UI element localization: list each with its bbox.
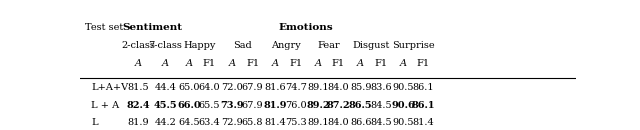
Text: 73.9: 73.9 [220,101,244,110]
Text: 84.5: 84.5 [371,101,392,110]
Text: 74.7: 74.7 [285,83,307,92]
Text: 66.0: 66.0 [177,101,201,110]
Text: 86.1: 86.1 [412,83,434,92]
Text: 65.0: 65.0 [179,83,200,92]
Text: 65.8: 65.8 [242,118,263,127]
Text: Happy: Happy [183,41,216,50]
Text: 90.5: 90.5 [392,118,413,127]
Text: A: A [186,59,193,68]
Text: 2-class: 2-class [122,41,156,50]
Text: 81.6: 81.6 [264,83,286,92]
Text: Sentiment: Sentiment [122,23,182,32]
Text: 67.9: 67.9 [242,83,264,92]
Text: L: L [92,118,98,127]
Text: Angry: Angry [271,41,300,50]
Text: F1: F1 [203,59,216,68]
Text: 67.9: 67.9 [242,101,264,110]
Text: 81.4: 81.4 [412,118,434,127]
Text: A: A [399,59,406,68]
Text: 7-class: 7-class [148,41,182,50]
Text: 81.9: 81.9 [264,101,287,110]
Text: Sad: Sad [233,41,252,50]
Text: 86.1: 86.1 [412,101,435,110]
Text: Test set: Test set [84,23,123,32]
Text: 81.5: 81.5 [128,83,149,92]
Text: 85.9: 85.9 [350,83,371,92]
Text: 83.6: 83.6 [371,83,392,92]
Text: F1: F1 [374,59,388,68]
Text: 64.0: 64.0 [198,83,220,92]
Text: F1: F1 [332,59,345,68]
Text: 63.4: 63.4 [198,118,220,127]
Text: 82.4: 82.4 [127,101,150,110]
Text: 45.5: 45.5 [154,101,177,110]
Text: 72.0: 72.0 [221,83,243,92]
Text: A: A [315,59,321,68]
Text: F1: F1 [289,59,302,68]
Text: Surprise: Surprise [392,41,435,50]
Text: 89.1: 89.1 [307,118,329,127]
Text: 64.5: 64.5 [179,118,200,127]
Text: L+A+V: L+A+V [92,83,129,92]
Text: F1: F1 [417,59,430,68]
Text: 89.1: 89.1 [307,83,329,92]
Text: A: A [162,59,169,68]
Text: 44.2: 44.2 [154,118,176,127]
Text: Emotions: Emotions [279,23,333,32]
Text: 84.0: 84.0 [328,83,349,92]
Text: 90.5: 90.5 [392,83,413,92]
Text: A: A [357,59,364,68]
Text: A: A [135,59,142,68]
Text: 86.6: 86.6 [350,118,371,127]
Text: 84.0: 84.0 [328,118,349,127]
Text: 44.4: 44.4 [154,83,176,92]
Text: 89.2: 89.2 [307,101,330,110]
Text: 84.5: 84.5 [371,118,392,127]
Text: 81.4: 81.4 [264,118,286,127]
Text: Disgust: Disgust [352,41,390,50]
Text: A: A [272,59,279,68]
Text: 65.5: 65.5 [198,101,220,110]
Text: A: A [228,59,236,68]
Text: 81.9: 81.9 [128,118,149,127]
Text: 72.9: 72.9 [221,118,243,127]
Text: 86.5: 86.5 [349,101,372,110]
Text: 76.0: 76.0 [285,101,307,110]
Text: Fear: Fear [317,41,340,50]
Text: F1: F1 [246,59,259,68]
Text: 75.3: 75.3 [285,118,307,127]
Text: 90.6: 90.6 [391,101,415,110]
Text: L + A: L + A [92,101,120,110]
Text: 87.2: 87.2 [326,101,350,110]
